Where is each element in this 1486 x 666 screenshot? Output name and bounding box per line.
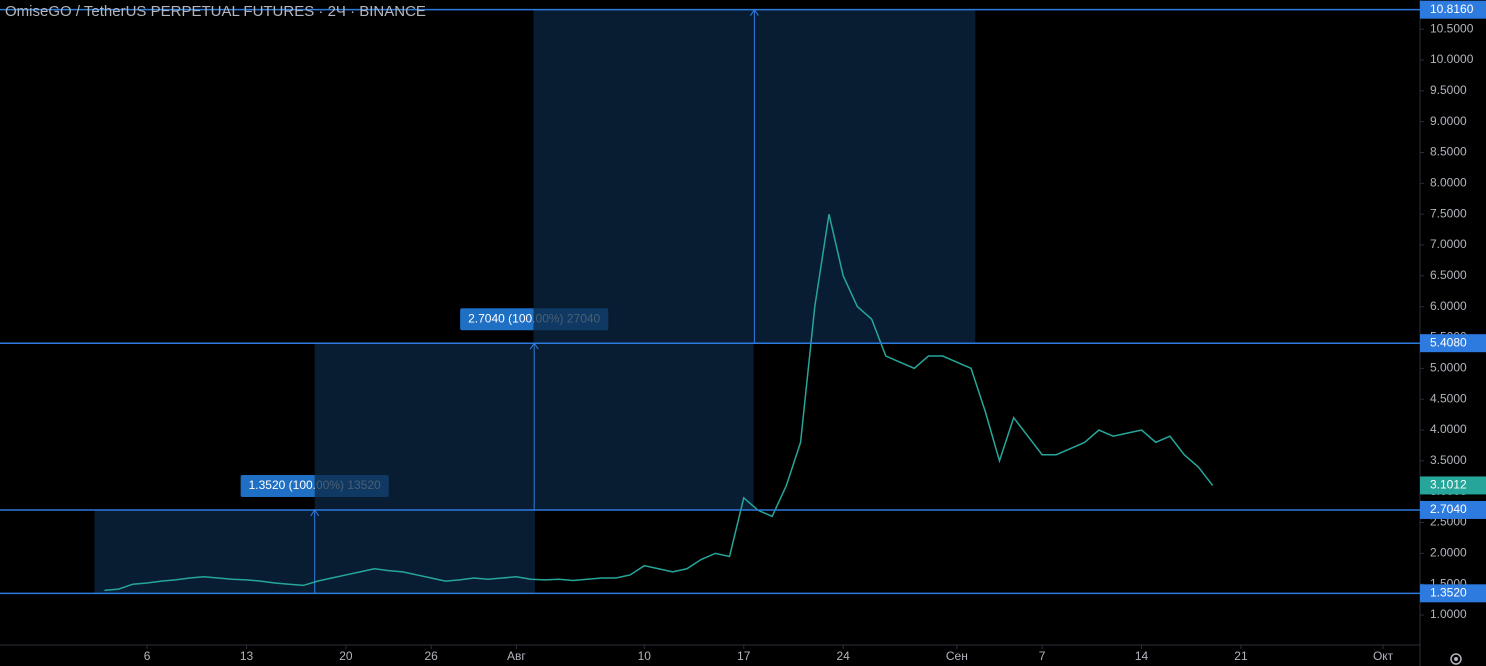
y-tick-label: 8.0000 (1430, 176, 1467, 190)
x-tick-label: 7 (1039, 649, 1046, 663)
settings-icon[interactable] (1450, 653, 1462, 665)
x-tick-label: Окт (1373, 649, 1394, 663)
level-label-box (1420, 500, 1486, 519)
x-tick-label: 10 (638, 649, 652, 663)
x-tick-label: 13 (240, 649, 254, 663)
y-tick-label: 7.0000 (1430, 237, 1467, 251)
y-tick-label: 10.5000 (1430, 21, 1474, 35)
y-tick-label: 4.5000 (1430, 391, 1467, 405)
y-tick-label: 9.5000 (1430, 83, 1467, 97)
level-label: 5.4080 (1430, 335, 1467, 349)
y-tick-label: 4.0000 (1430, 422, 1467, 436)
y-tick-label: 10.0000 (1430, 52, 1474, 66)
level-label-box (1420, 584, 1486, 603)
last-price-label: 3.1012 (1430, 478, 1467, 492)
level-label: 10.8160 (1430, 2, 1474, 16)
y-tick-label: 7.5000 (1430, 206, 1467, 220)
level-label-box (1420, 0, 1486, 19)
y-tick-label: 9.0000 (1430, 114, 1467, 128)
y-tick-label: 1.0000 (1430, 607, 1467, 621)
last-price-box (1420, 476, 1486, 495)
y-tick-label: 6.0000 (1430, 299, 1467, 313)
x-tick-label: 14 (1135, 649, 1149, 663)
x-tick-label: Авг (507, 649, 526, 663)
x-tick-label: 26 (425, 649, 439, 663)
y-tick-label: 5.0000 (1430, 361, 1467, 375)
chart-title: OmiseGO / TetherUS PERPETUAL FUTURES · 2… (5, 3, 426, 20)
x-tick-label: 20 (339, 649, 353, 663)
level-label: 2.7040 (1430, 502, 1467, 516)
x-tick-label: 17 (737, 649, 751, 663)
price-line (104, 214, 1214, 592)
x-tick-label: 24 (837, 649, 851, 663)
x-tick-label: Сен (946, 649, 968, 663)
level-label-box (1420, 334, 1486, 353)
y-tick-label: 8.5000 (1430, 145, 1467, 159)
y-tick-label: 6.5000 (1430, 268, 1467, 282)
y-tick-label: 2.0000 (1430, 546, 1467, 560)
y-tick-label: 3.5000 (1430, 453, 1467, 467)
x-tick-label: 21 (1234, 649, 1248, 663)
level-label: 1.3520 (1430, 585, 1467, 599)
x-tick-label: 6 (144, 649, 151, 663)
